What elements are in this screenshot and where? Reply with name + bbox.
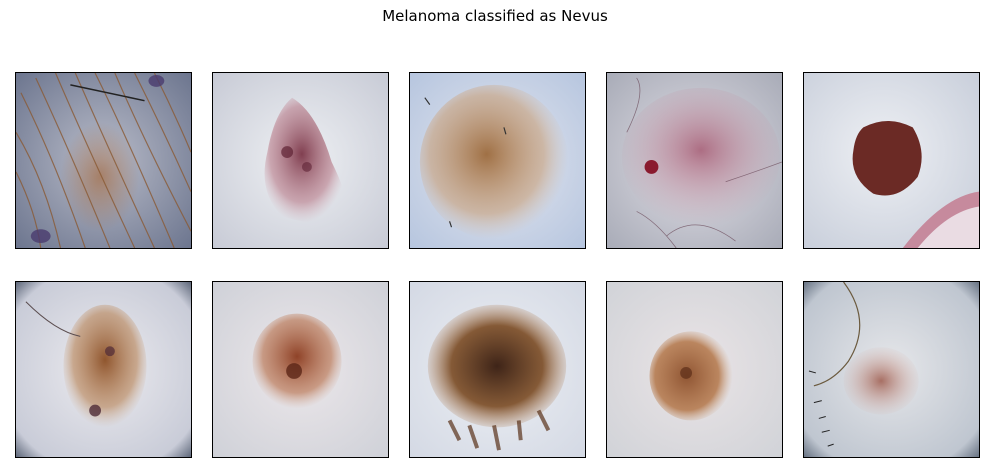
figure-title: Melanoma classified as Nevus <box>382 7 608 25</box>
lesion-image-6 <box>15 281 192 458</box>
lesion-image-5 <box>803 72 980 249</box>
lesion-image-1 <box>15 72 192 249</box>
lesion-image-10 <box>803 281 980 458</box>
lesion-image-2 <box>212 72 389 249</box>
lesion-image-8 <box>409 281 586 458</box>
lesion-image-7 <box>212 281 389 458</box>
lesion-image-9 <box>606 281 783 458</box>
lesion-image-3 <box>409 72 586 249</box>
lesion-image-4 <box>606 72 783 249</box>
